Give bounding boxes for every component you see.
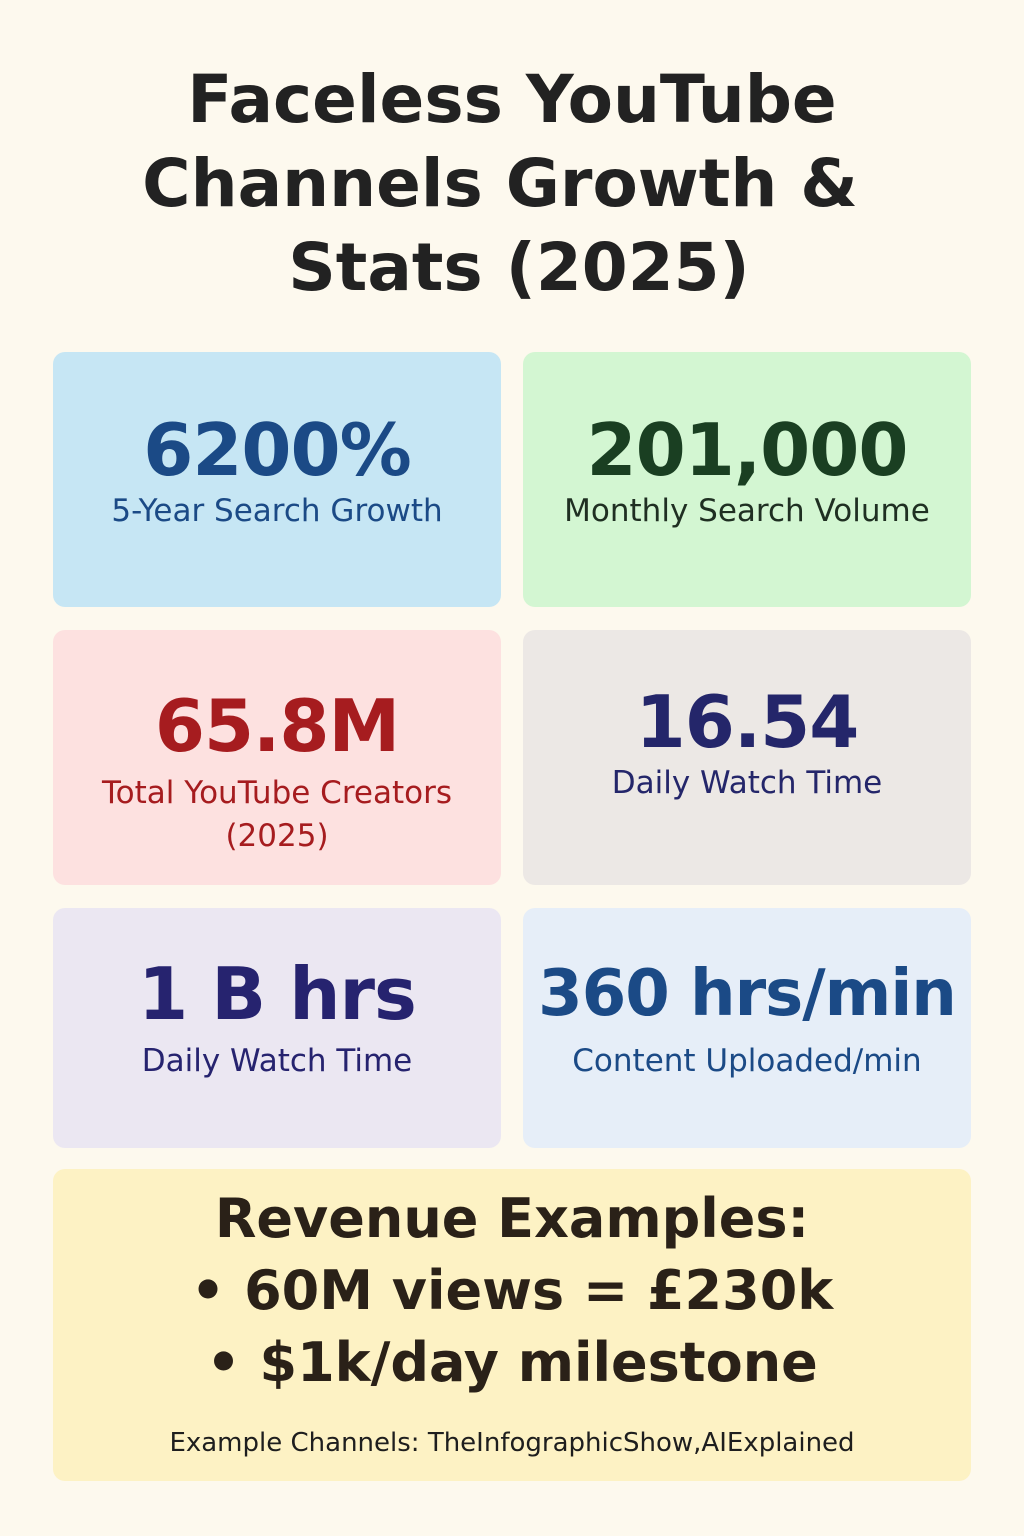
revenue-heading: Revenue Examples: [214, 1187, 810, 1250]
stat-card-search-volume: 201,000 Monthly Search Volume [523, 352, 971, 607]
stat-value: 201,000 [586, 408, 909, 492]
stat-label: 5-Year Search Growth [111, 493, 443, 529]
example-channels: Example Channels: TheInfographicShow,AIE… [169, 1428, 855, 1458]
title-line-2: Channels Growth & [142, 145, 858, 222]
stat-value: 16.54 [635, 680, 860, 764]
stat-label: Monthly Search Volume [564, 493, 930, 529]
page-title: Faceless YouTube Channels Growth & Stats… [0, 58, 1024, 310]
revenue-item: • $1k/day milestone [206, 1331, 818, 1394]
revenue-examples-card: Revenue Examples: • 60M views = £230k • … [53, 1169, 971, 1481]
title-line-3: Stats (2025) [288, 229, 750, 306]
stat-card-total-creators: 65.8M Total YouTube Creators (2025) [53, 630, 501, 885]
stat-label: Content Uploaded/min [572, 1043, 922, 1079]
stat-card-content-uploaded: 360 hrs/min Content Uploaded/min [523, 908, 971, 1148]
stat-label: Daily Watch Time [141, 1043, 413, 1079]
stat-value: 65.8M [154, 684, 400, 768]
title-line-1: Faceless YouTube [187, 61, 837, 138]
stat-value: 1 B hrs [138, 952, 417, 1036]
stat-card-daily-watch-hours: 1 B hrs Daily Watch Time [53, 908, 501, 1148]
stat-value: 360 hrs/min [538, 957, 957, 1031]
stat-card-search-growth: 6200% 5-Year Search Growth [53, 352, 501, 607]
revenue-item: • 60M views = £230k [190, 1259, 834, 1322]
stat-label: Daily Watch Time [611, 765, 883, 801]
stat-label: Total YouTube Creators (2025) [102, 775, 452, 854]
stat-value: 6200% [143, 408, 412, 492]
stat-card-daily-watch-time-number: 16.54 Daily Watch Time [523, 630, 971, 885]
